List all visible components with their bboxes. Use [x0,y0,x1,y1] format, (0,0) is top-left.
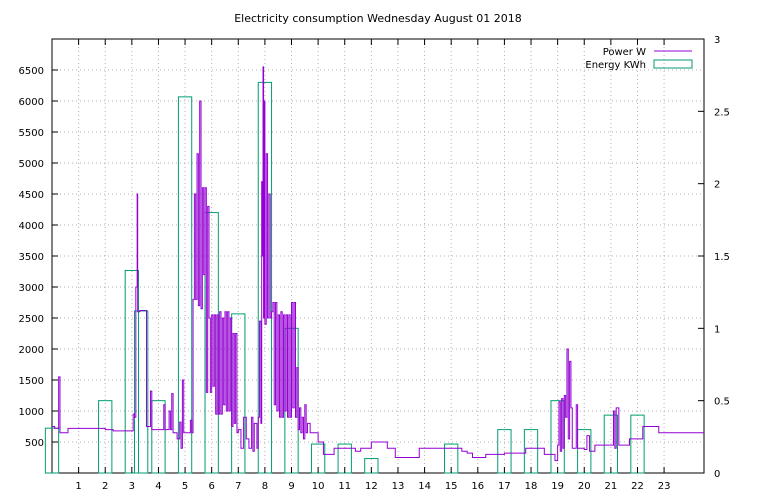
y-left-tick-label: 5500 [19,128,44,139]
y-left-tick-label: 1500 [19,376,44,387]
legend: Power W Energy KWh [585,47,693,71]
y-right-tick-label: 1 [714,324,720,335]
y-left-tick-label: 6000 [19,97,44,108]
x-tick-label: 7 [235,481,241,492]
x-tick-label: 4 [155,481,161,492]
x-tick-label: 9 [288,481,294,492]
y-right-tick-label: 0 [714,469,720,480]
energy-bar [177,96,193,474]
y-right-tick-label: 3 [714,35,720,46]
x-tick-label: 21 [604,481,617,492]
x-tick-label: 6 [208,481,214,492]
legend-label: Power W [603,47,646,58]
power-line [52,66,704,462]
x-tick-label: 17 [498,481,511,492]
x-tick-label: 5 [182,481,188,492]
x-tick-label: 22 [631,481,644,492]
legend-label: Energy KWh [585,60,646,71]
x-tick-label: 15 [445,481,458,492]
y-right-tick-label: 1.5 [714,252,730,263]
x-tick-label: 13 [392,481,405,492]
x-axis-ticks: 1 2 3 4 5 6 7 8 9 10 11 12 13 14 15 16 17 18 19 20 21 22 23 [75,39,670,492]
x-tick-label: 2 [102,481,108,492]
energy-bar [44,427,60,474]
y-left-tick-label: 1000 [19,407,44,418]
x-tick-label: 23 [658,481,671,492]
x-tick-label: 8 [262,481,268,492]
y-left-tick-label: 5000 [19,159,44,170]
x-tick-label: 1 [75,481,81,492]
plot-border [51,38,705,474]
x-tick-label: 14 [418,481,431,492]
legend-swatch-box [653,59,693,69]
x-tick-label: 16 [471,481,484,492]
y-left-tick-label: 4000 [19,221,44,232]
x-tick-label: 10 [312,481,325,492]
x-tick-label: 12 [365,481,378,492]
energy-bar [231,313,246,474]
x-tick-label: 11 [338,481,351,492]
y-left-tick-label: 3000 [19,283,44,294]
x-tick-label: 3 [129,481,135,492]
energy-bar [133,310,149,474]
power-line-layer [52,66,704,462]
y-right-tick-label: 2.5 [714,107,730,118]
y-left-tick-label: 2000 [19,345,44,356]
y-right-tick-label: 2 [714,180,720,191]
x-tick-label: 20 [578,481,591,492]
x-tick-label: 18 [525,481,538,492]
y-axis-left-ticks: 500 1000 1500 2000 2500 3000 3500 4000 4500 5000 5… [19,66,58,449]
y-left-tick-label: 4500 [19,190,44,201]
grid-layer [52,39,704,473]
chart-title: Electricity consumption Wednesday August… [234,12,522,25]
y-axis-right-ticks: 0 0.5 1 1.5 2 2.5 3 [698,35,730,480]
y-left-tick-label: 2500 [19,314,44,325]
y-left-tick-label: 500 [25,438,44,449]
y-left-tick-label: 6500 [19,66,44,77]
y-right-tick-label: 0.5 [714,397,730,408]
energy-bars [44,81,645,474]
y-left-tick-label: 3500 [19,252,44,263]
x-tick-label: 19 [551,481,564,492]
